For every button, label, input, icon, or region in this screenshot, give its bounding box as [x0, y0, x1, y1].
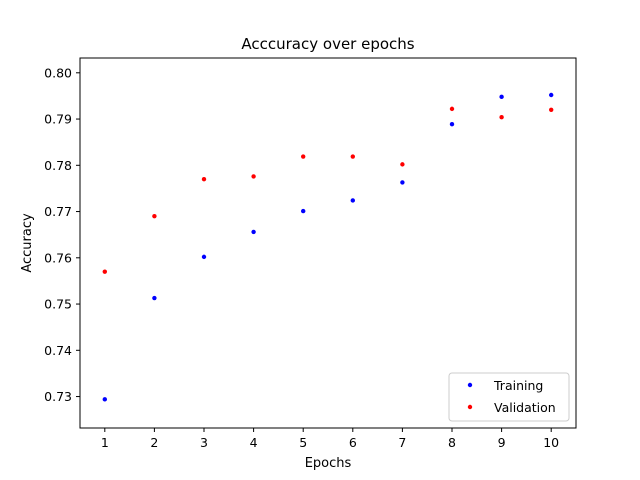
- point-training-epoch-5: [301, 208, 306, 214]
- legend-marker-validation: [467, 404, 473, 410]
- y-tick-label: 0.78: [44, 158, 72, 173]
- legend: Training Validation: [448, 372, 570, 422]
- x-tick-label: 6: [349, 435, 357, 450]
- point-validation-epoch-10: [549, 107, 554, 113]
- point-training-epoch-4: [251, 229, 256, 235]
- point-validation-epoch-1: [102, 269, 108, 274]
- y-tick-label: 0.77: [44, 204, 72, 219]
- y-tick-label: 0.73: [44, 389, 72, 404]
- y-tick-label: 0.76: [44, 250, 72, 265]
- y-tick-label: 0.80: [44, 65, 72, 80]
- x-tick-label: 5: [299, 435, 307, 450]
- legend-label-validation: Validation: [494, 400, 556, 415]
- point-validation-epoch-5: [301, 154, 306, 159]
- point-training-epoch-10: [549, 92, 554, 98]
- y-tick-label: 0.79: [44, 112, 72, 127]
- x-axis-label: Epochs: [305, 456, 352, 471]
- point-validation-epoch-9: [499, 115, 504, 120]
- x-tick-label: 4: [250, 435, 258, 450]
- legend-box: [448, 372, 570, 422]
- y-tick-label: 0.74: [44, 343, 72, 358]
- y-tick-label: 0.75: [44, 297, 72, 312]
- x-tick-label: 7: [398, 435, 406, 450]
- point-training-epoch-6: [350, 198, 355, 203]
- y-axis-label: Accuracy: [20, 213, 35, 273]
- point-training-epoch-9: [499, 94, 504, 100]
- x-tick-label: 3: [200, 435, 208, 450]
- point-training-epoch-7: [400, 180, 405, 185]
- x-axis-ticks: 1 2 3 4 5 6 7 8 9 10: [101, 428, 559, 450]
- y-axis-ticks: 0.73 0.74 0.75 0.76 0.77 0.78 0.79 0.80: [44, 65, 80, 404]
- point-training-epoch-8: [449, 121, 455, 127]
- x-tick-label: 9: [498, 435, 506, 450]
- chart-title: Acccuracy over epochs: [241, 35, 414, 53]
- x-tick-label: 8: [448, 435, 456, 450]
- plot-area: 1 2 3 4 5 6 7 8 9 10 0.73 0.74 0.75 0.76 0.77 0.78 0.79…: [44, 57, 577, 450]
- x-tick-label: 10: [543, 435, 559, 450]
- point-validation-epoch-7: [400, 162, 405, 167]
- point-validation-epoch-3: [201, 176, 207, 182]
- plot-frame: [79, 57, 577, 429]
- point-validation-epoch-2: [152, 213, 157, 219]
- point-validation-epoch-6: [350, 154, 355, 159]
- point-validation-epoch-4: [251, 174, 256, 179]
- point-training-epoch-1: [102, 397, 108, 402]
- legend-label-training: Training: [493, 378, 543, 393]
- point-training-epoch-2: [152, 295, 157, 301]
- data-points: [102, 92, 554, 402]
- point-training-epoch-3: [201, 254, 207, 260]
- legend-marker-training: [467, 382, 473, 388]
- point-validation-epoch-8: [449, 106, 455, 112]
- x-tick-label: 1: [101, 435, 109, 450]
- x-tick-label: 2: [150, 435, 158, 450]
